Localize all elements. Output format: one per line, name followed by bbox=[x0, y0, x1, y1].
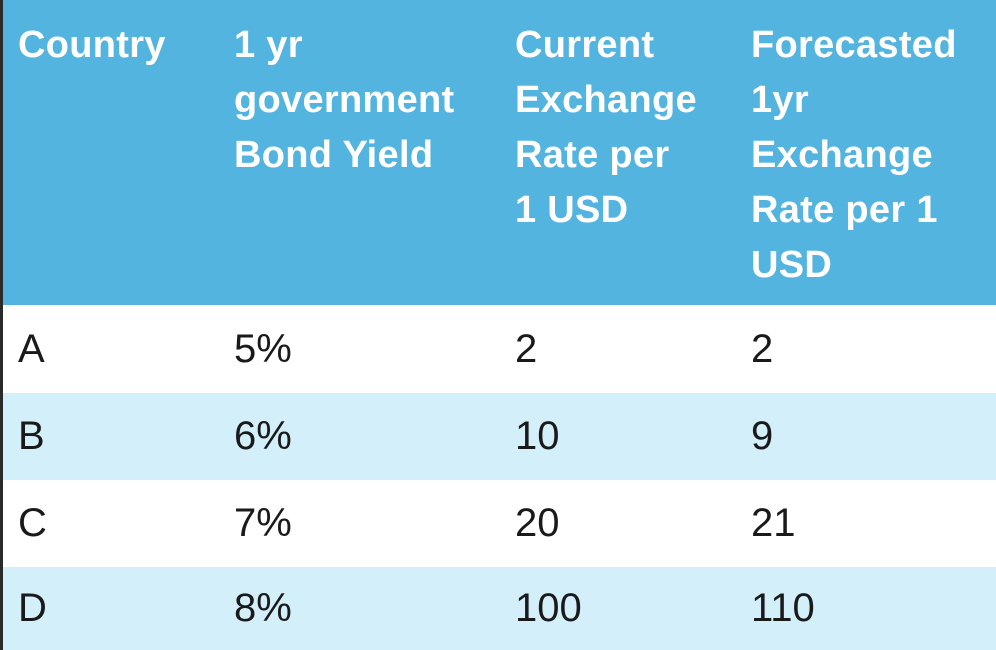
cell-country: B bbox=[18, 414, 45, 458]
cell-current-rate: 20 bbox=[515, 501, 560, 545]
header-bond-yield: 1 yr government Bond Yield bbox=[234, 18, 454, 183]
header-forecast-rate-line: Forecasted bbox=[751, 24, 957, 66]
header-forecast-rate-line: Rate per 1 bbox=[751, 189, 938, 231]
table-row: C 7% 20 21 bbox=[0, 480, 996, 567]
header-current-rate-line: 1 USD bbox=[515, 189, 629, 231]
cell-forecast-rate: 110 bbox=[751, 586, 815, 630]
header-country-line: Country bbox=[18, 24, 166, 66]
header-bond-yield-line: Bond Yield bbox=[234, 134, 434, 176]
table-row: D 8% 100 110 bbox=[0, 567, 996, 650]
cell-forecast-rate: 21 bbox=[751, 501, 796, 545]
cell-country: A bbox=[18, 327, 45, 371]
cell-forecast-rate: 2 bbox=[751, 327, 774, 371]
header-forecast-rate-line: Exchange bbox=[751, 134, 933, 176]
table-row: A 5% 2 2 bbox=[0, 305, 996, 393]
header-current-rate-line: Current bbox=[515, 24, 655, 66]
cell-bond-yield: 6% bbox=[234, 414, 292, 458]
header-bond-yield-line: 1 yr bbox=[234, 24, 303, 66]
cell-bond-yield: 7% bbox=[234, 501, 292, 545]
header-bond-yield-line: government bbox=[234, 79, 455, 121]
cell-current-rate: 100 bbox=[515, 586, 582, 630]
header-forecast-rate: Forecasted 1yr Exchange Rate per 1 USD bbox=[751, 18, 957, 293]
header-country: Country bbox=[18, 18, 166, 73]
header-current-rate-line: Rate per bbox=[515, 134, 670, 176]
left-border bbox=[0, 0, 3, 650]
cell-country: D bbox=[18, 586, 47, 630]
header-forecast-rate-line: USD bbox=[751, 244, 833, 286]
header-current-rate-line: Exchange bbox=[515, 79, 697, 121]
header-current-rate: Current Exchange Rate per 1 USD bbox=[515, 18, 697, 238]
cell-current-rate: 2 bbox=[515, 327, 538, 371]
table-header-row: Country 1 yr government Bond Yield Curre… bbox=[0, 0, 996, 305]
cell-country: C bbox=[18, 501, 47, 545]
header-forecast-rate-line: 1yr bbox=[751, 79, 809, 121]
cell-forecast-rate: 9 bbox=[751, 414, 774, 458]
cell-bond-yield: 5% bbox=[234, 327, 292, 371]
cell-bond-yield: 8% bbox=[234, 586, 292, 630]
cell-current-rate: 10 bbox=[515, 414, 560, 458]
table-row: B 6% 10 9 bbox=[0, 393, 996, 480]
